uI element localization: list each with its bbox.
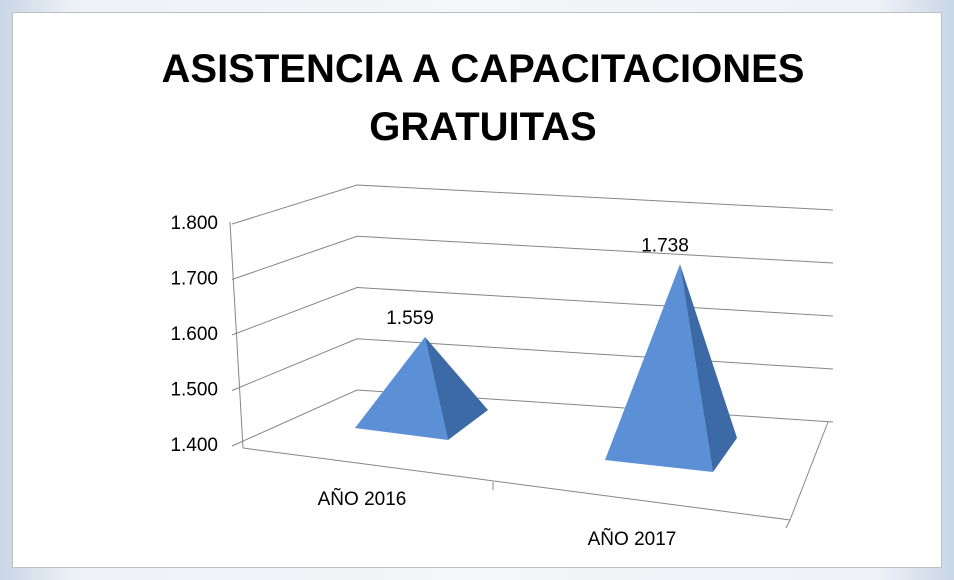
grid-line [231, 338, 834, 391]
grid-line [231, 389, 834, 447]
y-axis [229, 221, 244, 449]
chart-area [12, 12, 942, 568]
pyramid [355, 336, 488, 440]
x-tick-label: AÑO 2017 [588, 528, 677, 550]
value-label: 1.738 [641, 235, 689, 256]
value-label: 1.559 [386, 308, 434, 329]
y-tick-label: 1.500 [170, 380, 218, 401]
y-tick-label: 1.700 [170, 269, 218, 290]
y-tick-label: 1.800 [170, 213, 218, 234]
pyramid-side [680, 264, 737, 472]
y-tick-label: 1.400 [170, 435, 218, 456]
pyramid-front [355, 336, 448, 440]
grid-line [231, 184, 834, 225]
grid-line [231, 286, 834, 336]
grid-line [231, 235, 834, 280]
chart-title: ASISTENCIA A CAPACITACIONES GRATUITAS [161, 47, 805, 149]
x-tick-label: AÑO 2016 [318, 488, 407, 510]
category-tick [785, 519, 791, 529]
y-tick-label: 1.600 [170, 324, 218, 345]
pyramid-front [605, 264, 713, 472]
pyramid [605, 264, 737, 472]
pyramid-side [425, 336, 488, 440]
